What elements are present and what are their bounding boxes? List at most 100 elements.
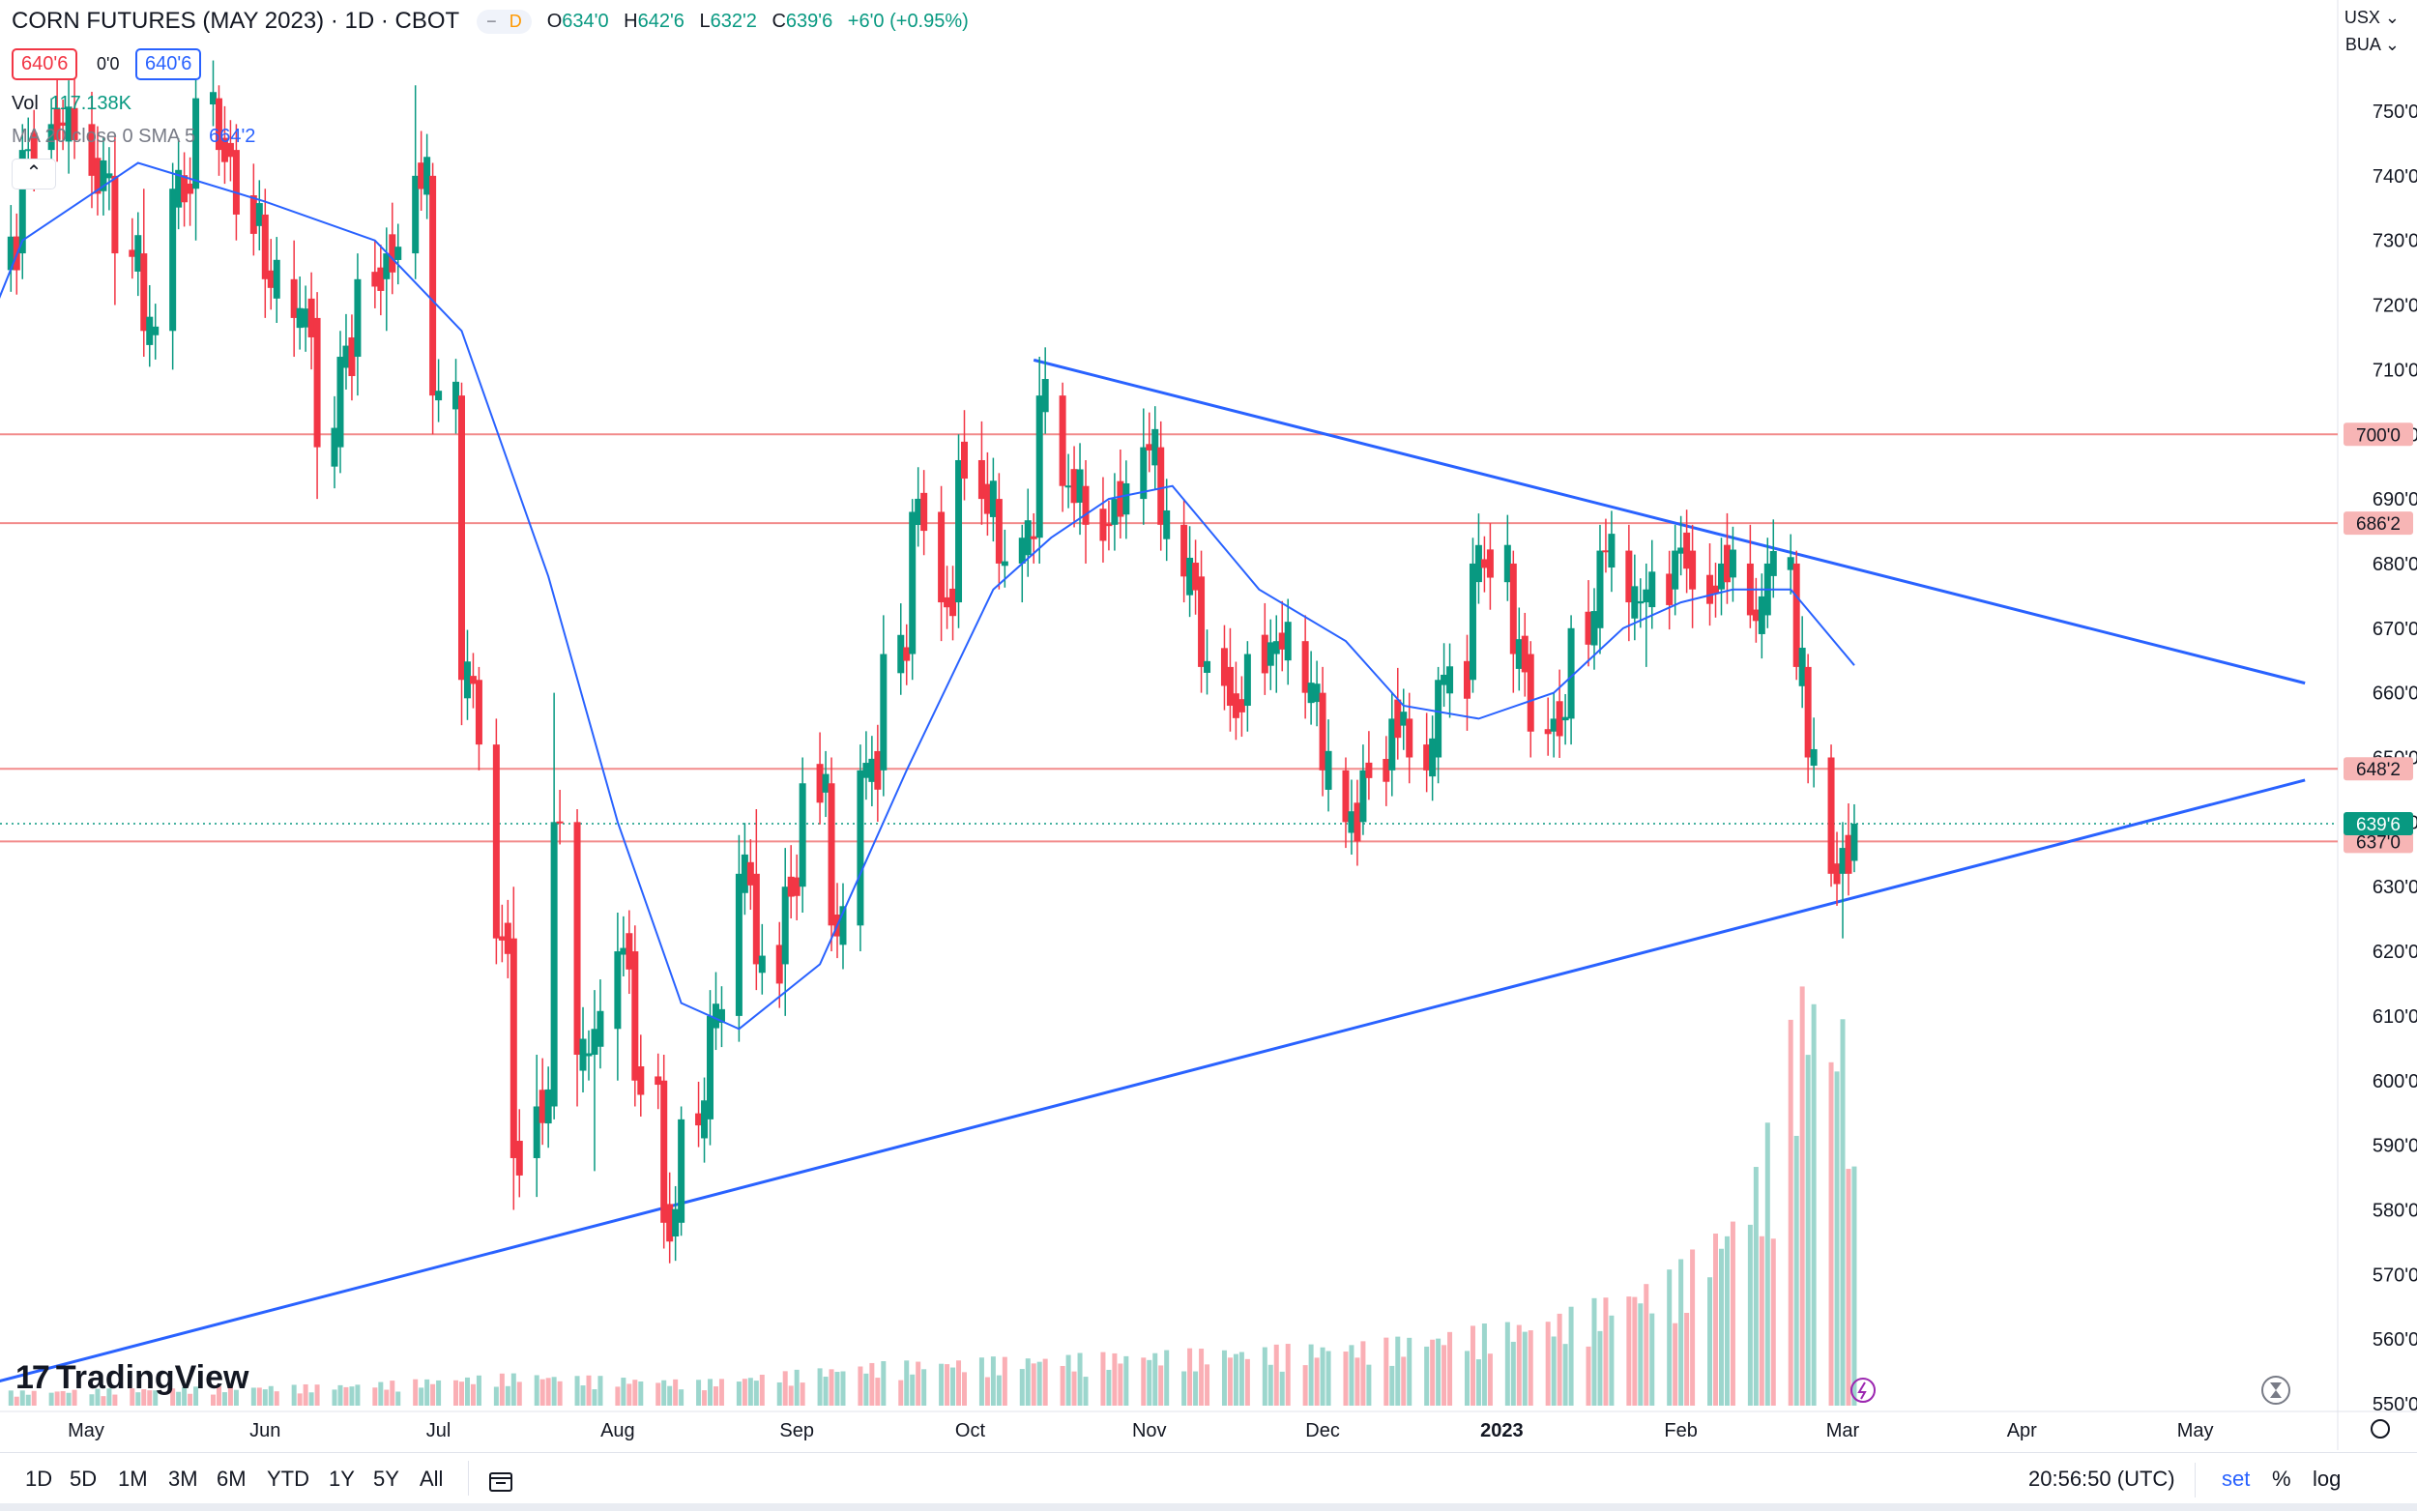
volume-bar xyxy=(1407,1337,1412,1406)
symbol-title[interactable]: CORN FUTURES (MAY 2023) · 1D · CBOT xyxy=(12,8,460,34)
candle-body xyxy=(862,763,870,778)
volume-bar xyxy=(1147,1359,1152,1406)
candle-body xyxy=(1435,680,1442,758)
volume-bar xyxy=(1799,986,1805,1406)
candle-body xyxy=(1585,611,1592,645)
volume-bar xyxy=(1267,1364,1273,1406)
volume-bar xyxy=(1071,1371,1077,1406)
range-5y[interactable]: 5Y xyxy=(373,1467,399,1491)
candle-body xyxy=(475,680,482,745)
price-chart[interactable]: 750'0 740'0 730'0 720'0 710'0 700'0 690'0 680'0… xyxy=(0,0,2417,1450)
candle-body xyxy=(215,98,222,151)
volume-legend[interactable]: Vol 117.138K xyxy=(12,93,131,115)
chevron-up-icon[interactable]: ⌃ xyxy=(12,159,56,189)
bottom-strip xyxy=(0,1503,2417,1511)
candle-body xyxy=(134,235,142,272)
settings-toggle[interactable]: set xyxy=(2222,1467,2251,1491)
candle-body xyxy=(30,132,38,167)
candle-body xyxy=(209,92,217,105)
volume-bar xyxy=(303,1383,308,1406)
toolbar-divider-right xyxy=(2195,1463,2196,1497)
exchange-unit[interactable]: BUA ⌄ xyxy=(2344,35,2400,54)
candle-body xyxy=(1602,550,1610,553)
range-1d[interactable]: 1D xyxy=(25,1467,53,1491)
candle-body xyxy=(1423,744,1431,771)
candle-body xyxy=(1769,551,1777,576)
volume-bar xyxy=(1504,1322,1510,1406)
volume-bar xyxy=(655,1382,661,1406)
ma-label: MA 20 close 0 SMA 5 xyxy=(12,126,196,147)
volume-bar xyxy=(1106,1369,1112,1406)
candle-body xyxy=(1122,482,1130,515)
volume-bar xyxy=(1441,1345,1447,1406)
range-all[interactable]: All xyxy=(420,1467,444,1491)
volume-bar xyxy=(176,1391,182,1406)
volume-bar xyxy=(1632,1296,1638,1406)
candle-body xyxy=(983,483,991,514)
last-price-tag xyxy=(2344,812,2413,836)
range-3m[interactable]: 3M xyxy=(168,1467,198,1491)
volume-bar xyxy=(858,1366,863,1406)
volume-bar xyxy=(505,1385,510,1406)
volume-bar xyxy=(89,1394,95,1406)
volume-bar xyxy=(1516,1324,1522,1406)
volume-bar xyxy=(1077,1352,1083,1406)
candle-body xyxy=(394,247,402,260)
candle-body xyxy=(660,1080,668,1223)
volume-bar xyxy=(869,1362,875,1406)
candle-body xyxy=(348,337,356,377)
volume-bar xyxy=(1320,1347,1325,1406)
log-toggle[interactable]: log xyxy=(2313,1467,2342,1491)
currency-unit[interactable]: USX ⌄ xyxy=(2344,8,2400,27)
volume-bar xyxy=(1205,1364,1210,1406)
currency-unit-label: USX xyxy=(2344,8,2380,27)
candle-body xyxy=(255,203,263,226)
volume-bar xyxy=(419,1387,424,1406)
buy-price-box[interactable]: 640'6 xyxy=(135,48,202,80)
volume-bar xyxy=(1083,1377,1089,1406)
volume-bar xyxy=(436,1380,442,1406)
range-1y[interactable]: 1Y xyxy=(329,1467,355,1491)
candle-body xyxy=(1232,693,1239,718)
candle-body xyxy=(1151,428,1159,466)
clock-time[interactable]: 20:56:50 (UTC) xyxy=(2028,1467,2175,1491)
candle-body xyxy=(1301,641,1309,693)
candle-body xyxy=(1157,447,1165,525)
volume-bar xyxy=(1724,1236,1730,1406)
ma-legend[interactable]: MA 20 close 0 SMA 5 664'2 xyxy=(12,126,255,148)
volume-bar xyxy=(291,1384,297,1406)
range-ytd[interactable]: YTD xyxy=(267,1467,309,1491)
sell-price-box[interactable]: 640'6 xyxy=(12,48,78,80)
volume-bar xyxy=(1199,1349,1205,1406)
range-5d[interactable]: 5D xyxy=(70,1467,98,1491)
volume-bar xyxy=(742,1379,747,1406)
candle-body xyxy=(226,142,234,158)
candle-body xyxy=(342,345,350,368)
volume-bar xyxy=(1181,1371,1187,1406)
candle-body xyxy=(631,951,639,1081)
ma-value: 664'2 xyxy=(209,126,256,147)
x-tick-label: Aug xyxy=(600,1420,635,1441)
tradingview-logo[interactable]: 17 TradingView xyxy=(15,1359,248,1397)
x-tick-label: May xyxy=(2177,1420,2214,1441)
volume-bar xyxy=(250,1387,256,1406)
volume-bar xyxy=(545,1378,551,1406)
spread-value: 0'0 xyxy=(97,54,120,73)
volume-bar xyxy=(1568,1306,1574,1406)
candle-body xyxy=(65,106,73,142)
trendline xyxy=(0,778,2306,1383)
trendline xyxy=(1033,358,2306,685)
timeframe-badge[interactable]: − D xyxy=(477,9,532,34)
candle-body xyxy=(717,1008,725,1023)
range-6m[interactable]: 6M xyxy=(217,1467,247,1491)
candle-body xyxy=(261,214,269,279)
range-1m[interactable]: 1M xyxy=(118,1467,148,1491)
goto-date-icon[interactable] xyxy=(487,1468,516,1496)
candle-body xyxy=(1666,573,1674,605)
volume-bar xyxy=(632,1380,638,1406)
volume-bar xyxy=(1141,1357,1147,1406)
percent-toggle[interactable]: % xyxy=(2272,1467,2291,1491)
volume-bar xyxy=(25,1394,31,1406)
candle-body xyxy=(59,122,67,127)
candle-body xyxy=(1608,534,1616,568)
